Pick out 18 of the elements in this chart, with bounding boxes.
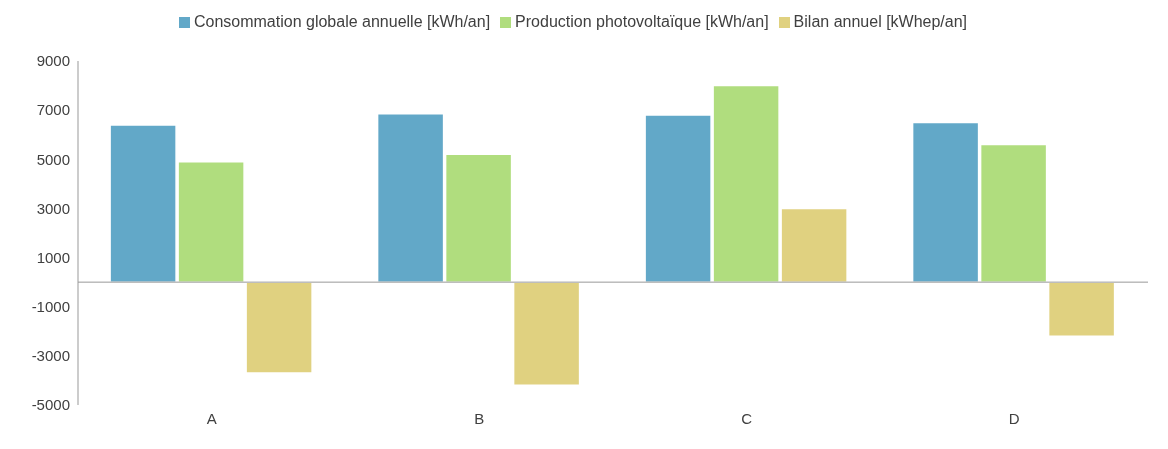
y-tick-label: -1000 <box>31 298 70 316</box>
y-tick-label: 9000 <box>36 52 70 70</box>
y-tick-label: -5000 <box>31 396 70 414</box>
legend-label: Production photovoltaïque [kWh/an] <box>515 13 769 30</box>
bar <box>1047 281 1116 337</box>
x-tick-label: A <box>206 409 217 427</box>
y-tick-label: 1000 <box>36 248 70 266</box>
x-tick-label: C <box>741 409 753 427</box>
y-tick-label: 5000 <box>36 150 70 168</box>
x-tick-label: B <box>474 409 485 427</box>
y-tick-label: -3000 <box>31 347 70 365</box>
y-tick-label: 3000 <box>36 199 70 217</box>
y-tick-label: 7000 <box>36 101 70 119</box>
bar <box>512 281 581 387</box>
legend-label: Consommation globale annuelle [kWh/an] <box>193 13 491 30</box>
legend-label: Bilan annuel [kWhep/an] <box>793 13 968 30</box>
bar <box>245 281 313 374</box>
x-tick-label: D <box>1008 409 1020 427</box>
